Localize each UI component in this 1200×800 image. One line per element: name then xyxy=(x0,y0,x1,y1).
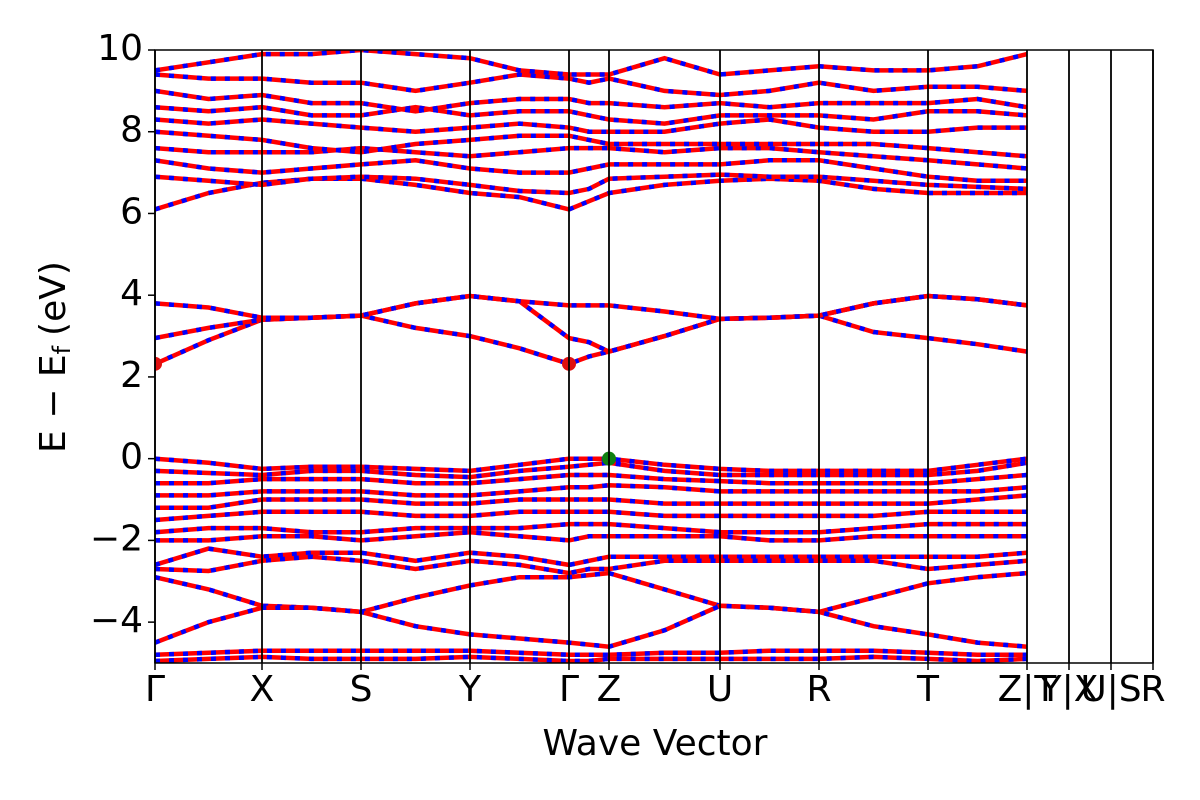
y-tick-label: 4 xyxy=(120,273,143,314)
y-label-main: E − E xyxy=(33,354,74,453)
y-axis-label: E − Ef (eV) xyxy=(33,261,76,453)
band-spin-down xyxy=(155,509,1027,523)
band-edge-point xyxy=(155,356,162,371)
band-spin-down xyxy=(155,482,1028,498)
plot-area xyxy=(155,50,1028,663)
band-spin-down xyxy=(155,472,1028,486)
x-tick-label: Γ xyxy=(145,669,165,710)
band-spin-down xyxy=(155,456,1028,474)
x-tick-label: Z|T xyxy=(998,669,1058,710)
band-spin-down xyxy=(155,88,1028,114)
y-tick-label: 6 xyxy=(120,191,143,232)
x-tick-label: U|S xyxy=(1080,669,1141,710)
band-spin-down xyxy=(155,72,1028,98)
band-spin-down xyxy=(155,50,1028,77)
band-spin-down xyxy=(155,493,1028,510)
band-spin-down xyxy=(155,172,1028,196)
x-tick-label: U xyxy=(707,669,733,710)
band-spin-down xyxy=(155,117,1027,134)
band-spin-up xyxy=(155,546,1028,568)
x-tick-label: Y xyxy=(458,669,482,710)
band-spin-down xyxy=(155,293,1028,322)
band-spin-down xyxy=(155,129,1028,159)
y-tick-label: −2 xyxy=(90,518,143,559)
x-axis-label: Wave Vector xyxy=(543,723,768,764)
band-spin-up xyxy=(155,293,1028,322)
band-spin-down xyxy=(155,145,1028,171)
x-tick-label: R xyxy=(1140,669,1165,710)
y-label-sub: f xyxy=(48,345,76,354)
x-tick-label: R xyxy=(806,669,831,710)
y-tick-label: 10 xyxy=(97,28,143,69)
band-spin-up xyxy=(155,603,1028,649)
y-tick-label: 0 xyxy=(120,437,143,478)
band-spin-up xyxy=(155,72,1028,98)
band-spin-down xyxy=(155,460,1028,480)
x-tick-label: Y|X xyxy=(1039,669,1099,710)
y-tick-label: 2 xyxy=(120,355,143,396)
y-tick-label: −4 xyxy=(90,600,143,641)
x-tick-label: Z xyxy=(597,669,622,710)
band-spin-down xyxy=(155,554,1028,576)
band-spin-down xyxy=(155,313,1028,367)
x-tick-label: Γ xyxy=(559,669,579,710)
x-tick-label: X xyxy=(250,669,275,710)
band-spin-down xyxy=(155,176,1027,212)
band-spin-down xyxy=(155,521,1027,535)
band-spin-down xyxy=(155,104,1028,126)
band-spin-down xyxy=(155,648,1027,658)
band-spin-down xyxy=(155,603,1028,649)
y-label-unit: (eV) xyxy=(33,261,74,336)
y-tick-label: 8 xyxy=(120,110,143,151)
x-tick-label: S xyxy=(350,669,373,710)
band-spin-down xyxy=(155,529,1027,543)
band-spin-down xyxy=(155,654,1028,663)
x-tick-label: T xyxy=(916,669,940,710)
band-spin-up xyxy=(155,50,1028,77)
band-spin-down xyxy=(155,158,1027,184)
